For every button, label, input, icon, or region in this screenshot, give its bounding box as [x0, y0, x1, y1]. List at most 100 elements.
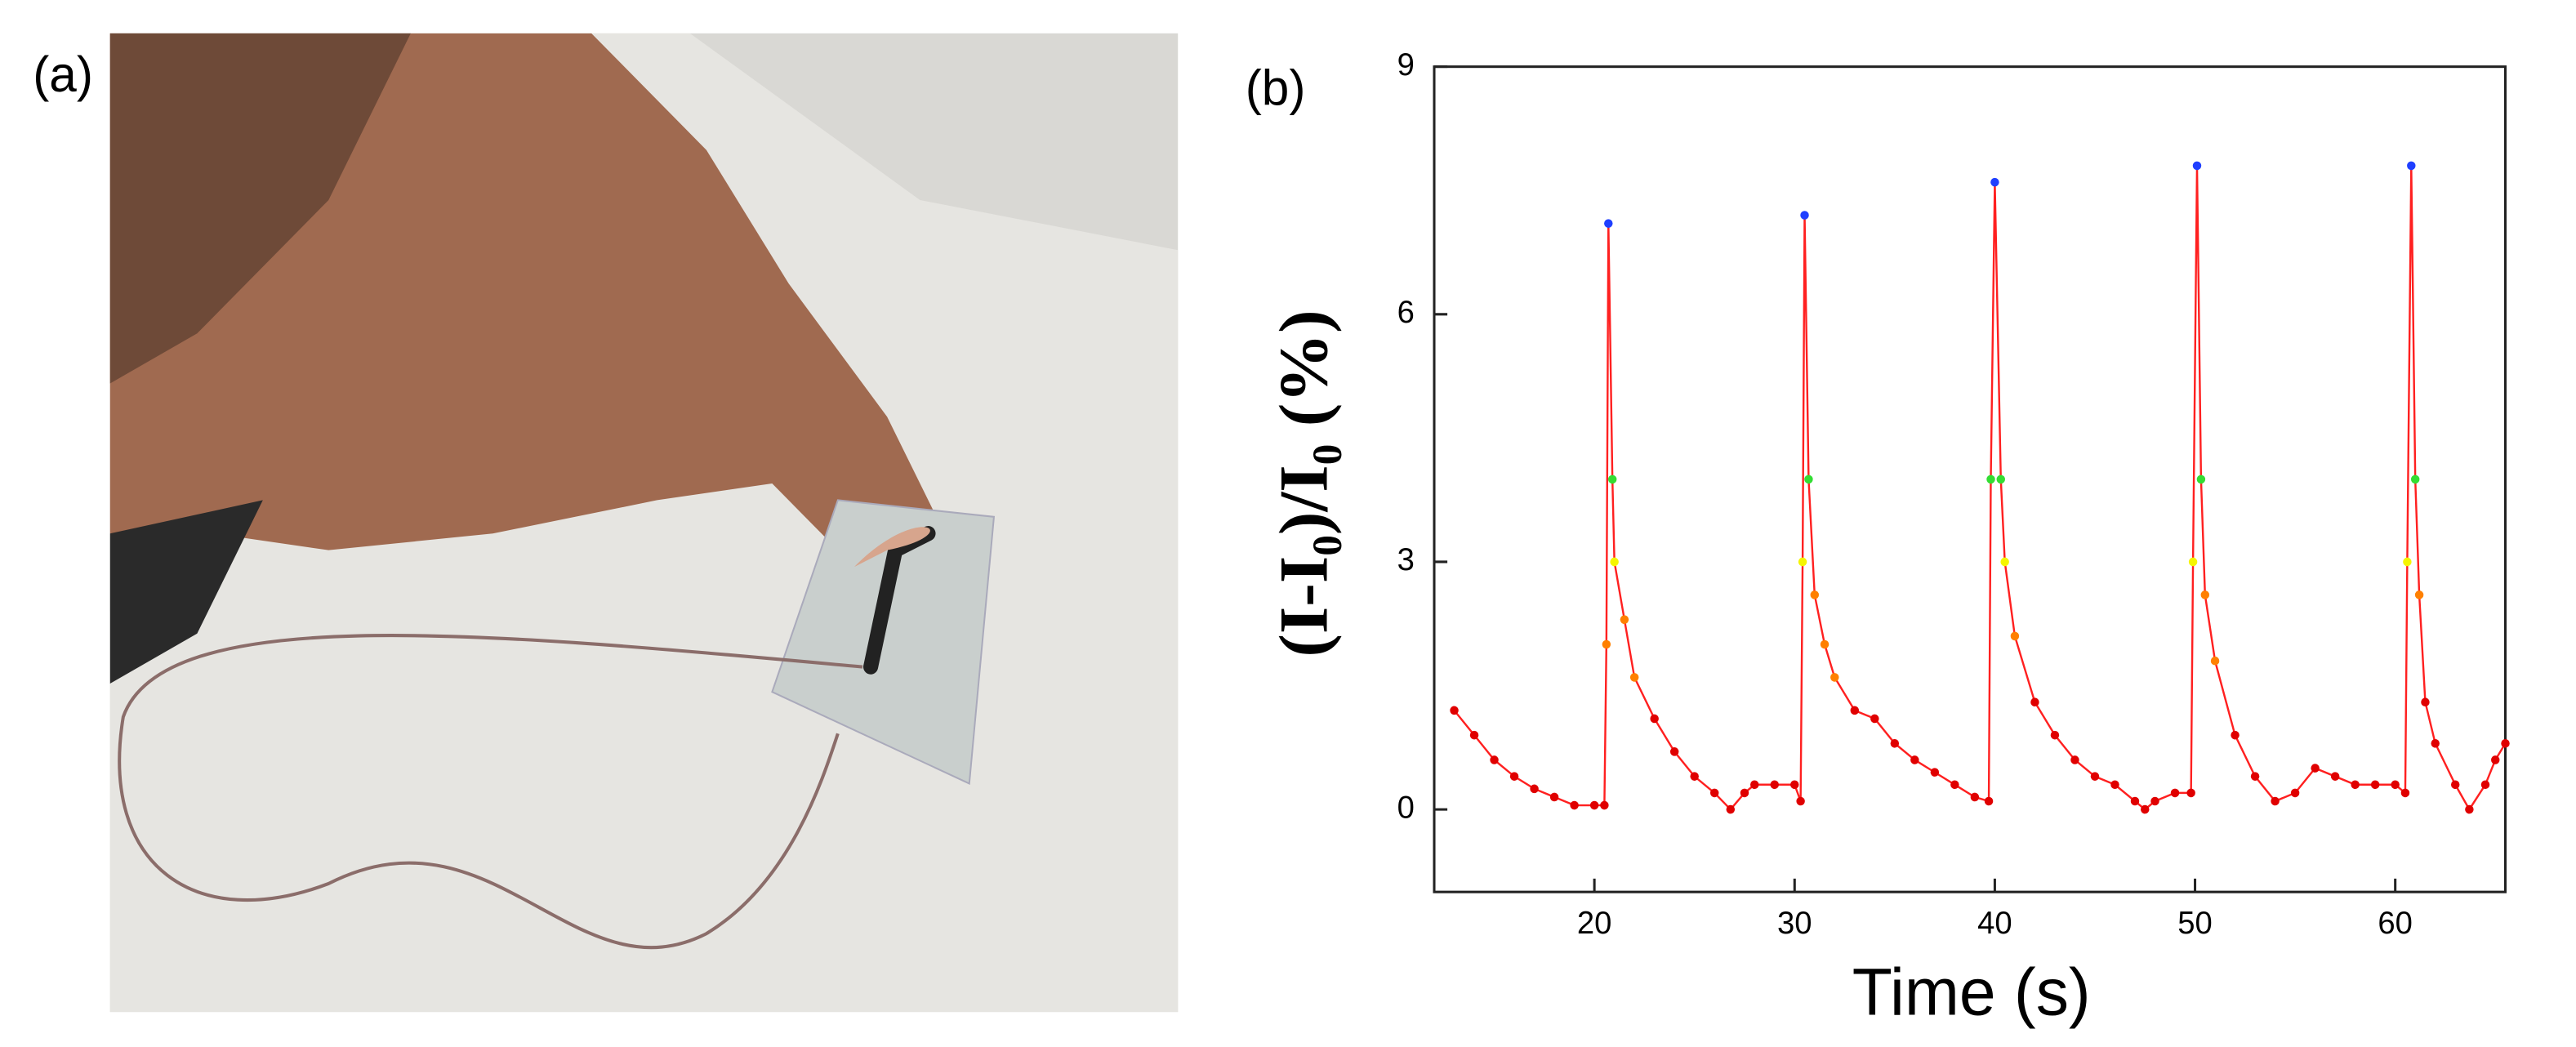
data-point: [1530, 784, 1539, 794]
data-point: [2410, 474, 2420, 484]
data-point: [2450, 780, 2460, 790]
data-point: [1820, 639, 1829, 649]
data-point: [2188, 557, 2198, 567]
data-point: [1870, 714, 1879, 724]
data-point: [2431, 738, 2440, 748]
y-tick-label: 9: [1397, 47, 1415, 82]
data-point: [1726, 804, 1736, 814]
data-point: [2196, 474, 2206, 484]
data-point: [1620, 615, 1629, 624]
data-point: [1469, 730, 1479, 740]
data-point: [2050, 730, 2060, 740]
y-axis-label: (I-I₀)/I₀ (%): [1266, 310, 1342, 657]
data-point: [1610, 557, 1619, 567]
data-point: [2070, 755, 2079, 764]
data-point: [1790, 780, 1799, 790]
data-point: [2290, 788, 2300, 798]
data-point: [1996, 474, 2005, 484]
x-tick-label: 20: [1577, 906, 1612, 941]
x-tick-label: 50: [2177, 906, 2213, 941]
data-point: [1450, 706, 1459, 715]
data-point: [1750, 780, 1759, 790]
data-point: [1798, 557, 1807, 567]
wire: [118, 634, 863, 950]
data-point: [2311, 764, 2320, 773]
data-point: [2186, 788, 2195, 798]
data-point: [2110, 780, 2119, 790]
data-point: [2391, 780, 2400, 790]
data-point: [1650, 714, 1659, 724]
panel-label: (b): [1246, 60, 1306, 116]
data-point: [2231, 730, 2240, 740]
data-point: [2030, 697, 2039, 707]
x-axis-label: Time (s): [1852, 956, 2091, 1030]
data-point: [2210, 656, 2220, 666]
data-point: [1770, 780, 1779, 790]
data-point: [1740, 788, 1749, 798]
data-point: [1990, 177, 1999, 187]
x-tick-label: 30: [1777, 906, 1812, 941]
data-point: [2370, 780, 2380, 790]
data-point: [1602, 639, 1611, 649]
data-point: [2414, 590, 2424, 599]
plot-frame: [1433, 65, 2507, 893]
data-point: [1986, 474, 1995, 484]
panel-label: (a): [33, 47, 93, 103]
data-point: [1970, 792, 1980, 802]
data-point: [2192, 161, 2202, 171]
data-point: [1950, 780, 1959, 790]
data-point: [1890, 738, 1900, 748]
data-point: [1830, 673, 1839, 682]
data-point: [1850, 706, 1860, 715]
data-point: [1810, 590, 1820, 599]
data-point: [2150, 796, 2159, 806]
data-point: [1490, 755, 1499, 764]
data-line: [1453, 165, 2507, 812]
y-tick-label: 6: [1397, 295, 1415, 330]
data-point: [1629, 673, 1639, 682]
data-point: [1589, 800, 1599, 810]
data-point: [1600, 800, 1609, 810]
data-point: [2400, 788, 2410, 798]
data-point: [1549, 792, 1559, 802]
data-point: [2421, 697, 2430, 707]
photo: [109, 33, 1179, 1013]
data-point: [2170, 788, 2180, 798]
data-point: [2491, 755, 2500, 764]
data-point: [2000, 557, 2009, 567]
data-point: [2271, 796, 2280, 806]
data-point: [2407, 161, 2416, 171]
fingertip: [853, 527, 930, 568]
data-point: [2330, 772, 2340, 781]
data-point: [2250, 772, 2260, 781]
x-tick-label: 40: [1977, 906, 2012, 941]
data-point: [2403, 557, 2412, 567]
data-point: [1804, 474, 1813, 484]
y-tick-label: 3: [1397, 542, 1415, 577]
x-tick-label: 60: [2378, 906, 2413, 941]
data-point: [2480, 780, 2490, 790]
y-tick-label: 0: [1397, 790, 1415, 825]
data-point: [2090, 772, 2100, 781]
data-point: [1709, 788, 1719, 798]
data-point: [2200, 590, 2210, 599]
data-point: [2465, 804, 2474, 814]
data-point: [1800, 211, 1809, 220]
data-point: [2351, 780, 2360, 790]
data-point: [1570, 800, 1579, 810]
dark-edge: [109, 500, 263, 684]
data-point: [1607, 474, 1617, 484]
data-point: [1669, 747, 1679, 756]
hand-shadow: [109, 33, 411, 384]
data-point: [1509, 772, 1519, 781]
data-point: [2130, 796, 2140, 806]
data-point: [1930, 768, 1940, 777]
data-point: [2141, 804, 2150, 814]
data-point: [2501, 738, 2510, 748]
data-point: [1910, 755, 1919, 764]
data-point: [1604, 219, 1613, 228]
data-point: [1690, 772, 1699, 781]
data-point: [2010, 631, 2020, 641]
data-point: [1796, 796, 1805, 806]
